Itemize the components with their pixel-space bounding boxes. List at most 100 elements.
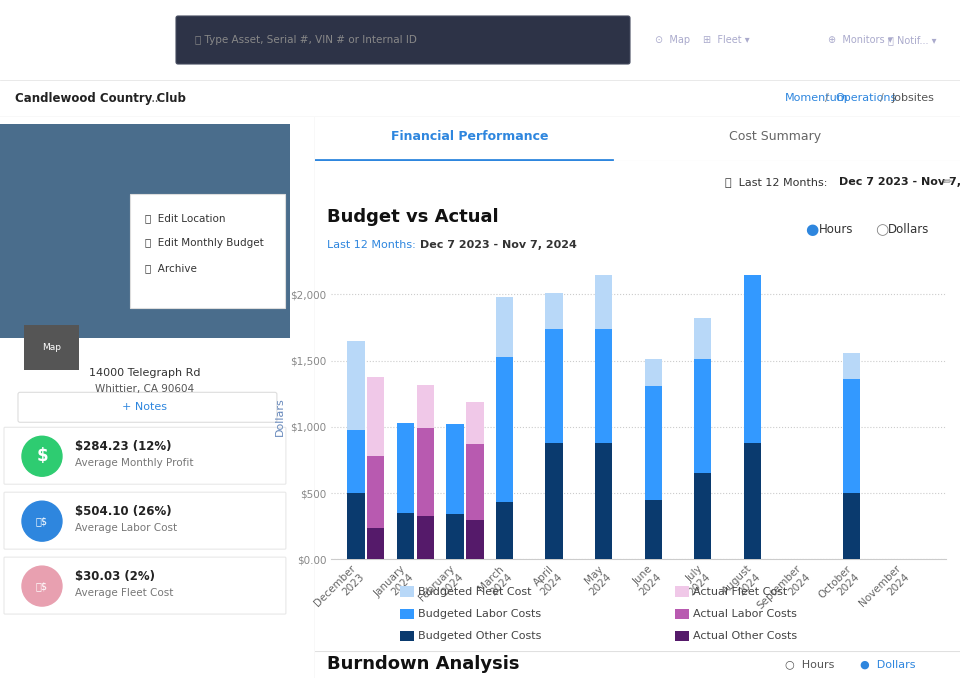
Bar [675,609,689,619]
Text: Average Fleet Cost: Average Fleet Cost [75,588,174,598]
Bar [694,318,711,359]
Text: $30.03 (2%): $30.03 (2%) [75,570,155,582]
Text: Actual Other Costs: Actual Other Costs [693,631,797,641]
FancyBboxPatch shape [18,393,276,422]
Circle shape [22,566,62,606]
Text: Cost Summary: Cost Summary [729,130,821,143]
Bar [843,379,860,493]
Text: 🔔 Notif... ▾: 🔔 Notif... ▾ [888,35,937,45]
Text: MOMENTUM: MOMENTUM [15,33,120,47]
Text: Budgeted Other Costs: Budgeted Other Costs [418,631,541,641]
Text: Budgeted Labor Costs: Budgeted Labor Costs [418,609,541,619]
Bar [467,519,484,559]
Text: Hours: Hours [819,222,853,236]
Text: Jobsites: Jobsites [892,94,935,103]
Text: 🏠$: 🏠$ [36,581,48,591]
Text: ○: ○ [875,222,888,237]
Text: ...: ... [150,92,163,105]
Bar [367,527,384,559]
Text: Average Labor Cost: Average Labor Cost [75,523,177,533]
Bar [744,247,761,273]
Text: Candlewood Country Club: Candlewood Country Club [15,92,186,105]
Text: Budgeted Fleet Cost: Budgeted Fleet Cost [418,586,532,597]
Bar [496,297,514,357]
Bar [446,515,464,559]
Text: Financial Performance: Financial Performance [391,130,549,143]
Bar [348,493,365,559]
Text: ✏: ✏ [943,178,952,187]
Circle shape [22,436,62,476]
Text: Momentum: Momentum [785,94,849,103]
Text: Burndown Analysis: Burndown Analysis [327,656,519,673]
Bar [843,493,860,559]
Bar [400,631,414,641]
Bar [367,376,384,456]
Bar [348,341,365,430]
Bar [694,359,711,473]
Bar [545,293,563,329]
Bar [467,444,484,519]
Text: $504.10 (26%): $504.10 (26%) [75,504,172,518]
Text: Dec 7 2023 - Nov 7, 2024: Dec 7 2023 - Nov 7, 2024 [420,240,577,250]
Text: + Notes: + Notes [123,402,167,412]
Bar [694,473,711,559]
Bar [644,500,662,559]
Bar [396,423,414,513]
Text: 14000 Telegraph Rd: 14000 Telegraph Rd [89,368,201,378]
Text: Dec 7 2023 - Nov 7, 2024: Dec 7 2023 - Nov 7, 2024 [839,178,960,187]
Bar [367,456,384,527]
FancyBboxPatch shape [4,427,286,484]
Text: ○  Hours: ○ Hours [785,660,834,669]
Bar [467,402,484,444]
Text: ●: ● [805,222,818,237]
Text: 🚶 Operations ▾: 🚶 Operations ▾ [757,35,828,45]
Text: ⊞  Fleet ▾: ⊞ Fleet ▾ [703,35,750,45]
Text: Last 12 Months:: Last 12 Months: [327,240,416,250]
Text: 👤$: 👤$ [36,516,48,526]
Text: Map: Map [42,343,61,353]
Bar [644,359,662,386]
Bar [496,502,514,559]
Text: 🔍 Type Asset, Serial #, VIN # or Internal ID: 🔍 Type Asset, Serial #, VIN # or Interna… [195,35,417,45]
Bar [0,123,290,338]
Text: 📅  Last 12 Months:: 📅 Last 12 Months: [725,178,830,187]
Text: 📍  Edit Location: 📍 Edit Location [145,214,226,224]
FancyBboxPatch shape [4,557,286,614]
Bar [130,193,285,308]
Bar [595,329,612,443]
Text: 📅  Edit Monthly Budget: 📅 Edit Monthly Budget [145,239,264,248]
Text: /: / [825,94,828,103]
Bar [675,586,689,597]
Bar [744,273,761,443]
Text: Dollars: Dollars [888,222,929,236]
Text: $284.23 (12%): $284.23 (12%) [75,440,172,453]
Bar [496,357,514,502]
FancyBboxPatch shape [176,16,630,64]
Text: Budget vs Actual: Budget vs Actual [327,208,498,226]
Text: /: / [880,94,884,103]
FancyBboxPatch shape [4,492,286,549]
Bar [545,443,563,559]
Bar [843,353,860,379]
Bar [400,586,414,597]
Bar [396,513,414,559]
Bar [417,384,434,428]
Bar [644,386,662,500]
Bar [744,443,761,559]
Text: Whittier, CA 90604: Whittier, CA 90604 [95,384,195,395]
Bar [446,424,464,515]
Y-axis label: Dollars: Dollars [275,397,284,437]
Bar [400,609,414,619]
Bar [595,266,612,329]
Text: Average Monthly Profit: Average Monthly Profit [75,458,194,468]
Text: 📥  Archive: 📥 Archive [145,264,197,273]
Text: Actual Fleet Cost: Actual Fleet Cost [693,586,787,597]
Bar [417,516,434,559]
Bar [595,443,612,559]
Bar [417,428,434,516]
Text: ⊙  Map: ⊙ Map [655,35,690,45]
Circle shape [22,501,62,541]
Text: $: $ [36,447,48,465]
Text: Actual Labor Costs: Actual Labor Costs [693,609,797,619]
Text: ●  Dollars: ● Dollars [860,660,916,669]
